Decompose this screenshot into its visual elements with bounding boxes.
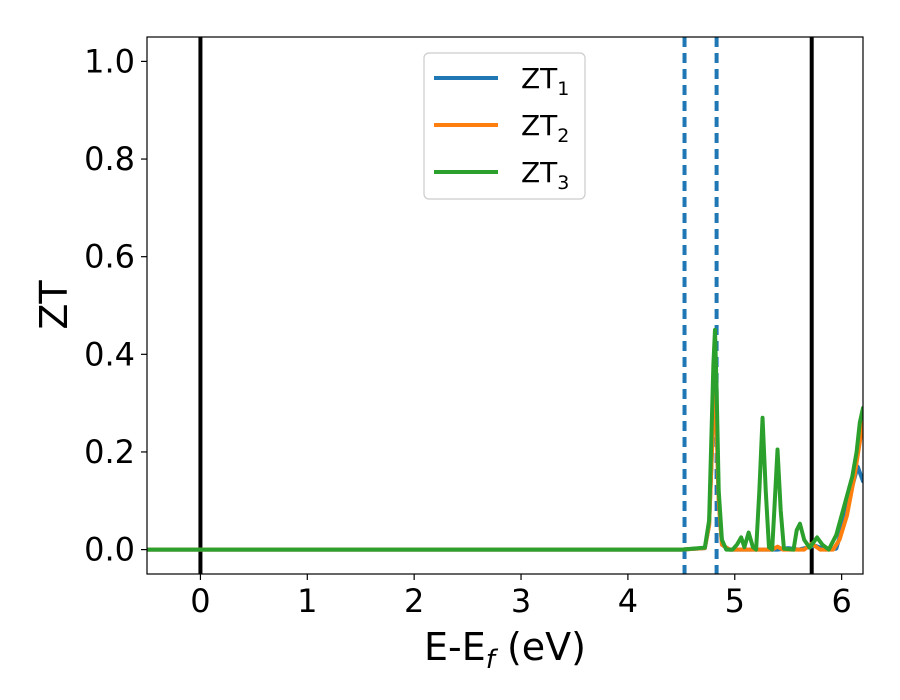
legend-frame bbox=[423, 52, 586, 200]
x-tick-label: 1 bbox=[297, 582, 317, 620]
x-tick-label: 6 bbox=[831, 582, 851, 620]
plot-area bbox=[147, 37, 863, 574]
legend-label-1: ZT1 bbox=[521, 62, 569, 100]
plot-clip-group bbox=[147, 37, 863, 574]
legend-label-2: ZT2 bbox=[521, 109, 569, 147]
x-tick-label: 0 bbox=[190, 582, 210, 620]
series-line-3 bbox=[147, 327, 863, 552]
y-tick-label: 0.8 bbox=[84, 140, 135, 178]
y-tick-label: 0.4 bbox=[84, 335, 135, 373]
x-tick-label: 3 bbox=[511, 582, 531, 620]
y-axis-label: ZT bbox=[32, 280, 76, 330]
y-tick-label: 0.2 bbox=[84, 433, 135, 471]
axes-layer: 0 1 2 3 4 5 6 0.0 0.2 0.4 0.6 0.8 1.0 bbox=[84, 36, 864, 620]
y-tick-label: 0.6 bbox=[84, 238, 135, 276]
y-tick-label: 0.0 bbox=[84, 531, 135, 569]
plot-frame bbox=[146, 36, 864, 575]
legend: ZT1 ZT2 ZT3 bbox=[423, 52, 586, 200]
x-tick-label: 2 bbox=[404, 582, 424, 620]
x-tick-label: 4 bbox=[618, 582, 638, 620]
x-tick-label: 5 bbox=[725, 582, 745, 620]
x-axis-label: E-Ef (eV) bbox=[424, 625, 586, 675]
y-tick-label: 1.0 bbox=[84, 42, 135, 80]
legend-label-3: ZT3 bbox=[521, 156, 569, 194]
